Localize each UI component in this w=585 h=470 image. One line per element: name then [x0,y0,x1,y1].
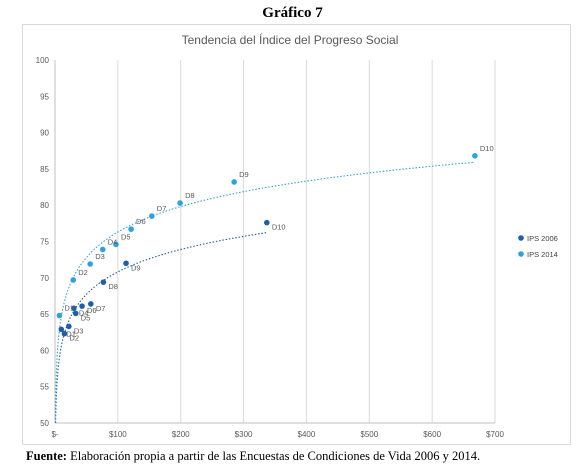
y-tick-label: 85 [40,165,49,174]
data-point [61,330,68,337]
data-point [56,312,63,319]
point-label: D8 [108,282,118,291]
data-point [128,226,134,232]
legend-marker [518,235,524,241]
y-tick-label: 95 [40,92,49,101]
data-point [66,323,72,330]
y-tick-label: 55 [40,383,49,392]
figure-title: Gráfico 7 [262,5,323,21]
y-tick-label: 65 [40,310,49,319]
data-point [177,200,183,206]
legend: IPS 2006 IPS 2014 [518,234,558,259]
trendline-2 [54,161,475,423]
point-label: D3 [95,252,105,261]
axes: $- $100 $200 $300 $400 $500 $600 $700 50 55 60 65 70… [36,56,505,439]
legend-marker [518,251,524,257]
grid-lines [117,60,496,423]
source-label: Fuente: [26,449,67,463]
point-label: D7 [157,204,167,213]
point-label: D4 [108,237,118,246]
data-point [99,246,106,253]
x-tick-label: $400 [298,430,316,439]
data-point [58,326,65,333]
legend-label: IPS 2014 [527,250,558,259]
point-label: D10 [272,223,286,232]
data-point [88,301,94,307]
point-label: D9 [239,170,249,179]
data-point [79,303,85,309]
y-tick-label: 60 [40,346,49,355]
data-point [87,261,93,267]
point-label: D8 [185,191,195,200]
y-tick-label: 100 [36,56,50,65]
x-tick-label: $700 [486,430,504,439]
trendlines [54,161,475,423]
x-tick-label: $500 [360,430,378,439]
point-label: D9 [131,263,141,272]
x-tick-label: $- [51,430,58,439]
source-note: Fuente: Elaboración propia a partir de l… [26,449,581,464]
point-label: D1 [64,304,74,313]
source-text: Elaboración propia a partir de las Encue… [70,449,481,463]
data-point [70,277,77,283]
trendline-1 [55,232,267,423]
point-label: D5 [121,232,131,241]
point-label: D10 [480,144,494,153]
data-point [100,279,107,285]
y-tick-label: 80 [40,201,49,210]
x-tick-label: $100 [109,430,127,439]
point-label: D7 [96,304,106,313]
point-label: D1 [66,329,76,338]
point-label: D2 [69,334,79,343]
y-tick-label: 70 [40,274,49,283]
point-label: D5 [81,313,91,322]
y-tick-label: 90 [40,129,49,138]
legend-label: IPS 2006 [527,234,558,243]
chart-frame [22,24,571,445]
data-point [472,153,478,159]
data-point [264,219,270,226]
data-point [71,305,77,312]
data-point [123,260,129,267]
data-points [56,153,478,337]
point-label: D6 [87,306,97,315]
y-tick-label: 50 [40,419,49,428]
x-tick-label: $200 [172,430,190,439]
point-label: D6 [136,217,146,226]
x-tick-label: $600 [423,430,441,439]
y-tick-label: 75 [40,238,49,247]
point-label: D2 [78,268,88,277]
data-point [113,241,119,248]
chart-title: Tendencia del Índice del Progreso Social [182,32,399,47]
point-label: D3 [74,326,84,335]
point-label: D4 [79,308,89,317]
x-tick-label: $300 [235,430,253,439]
data-point [72,310,79,317]
data-point [149,213,155,219]
data-point [231,179,237,185]
